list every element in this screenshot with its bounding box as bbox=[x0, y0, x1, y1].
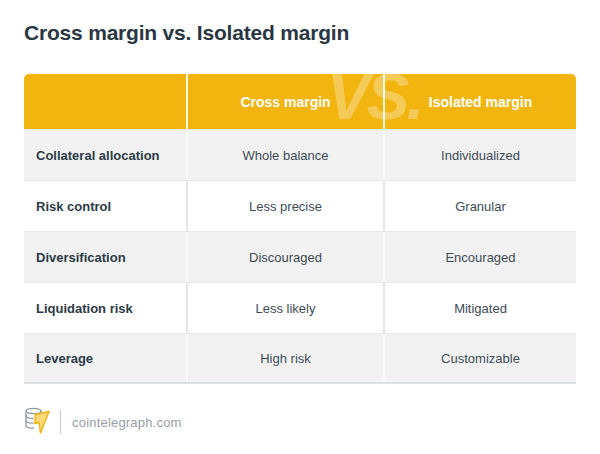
row-label: Risk control bbox=[24, 181, 186, 231]
cross-margin-cell: High risk bbox=[186, 334, 383, 382]
row-label: Collateral allocation bbox=[24, 130, 186, 180]
isolated-margin-cell: Granular bbox=[383, 181, 576, 231]
row-label: Liquidation risk bbox=[24, 283, 186, 333]
cross-margin-cell: Whole balance bbox=[186, 130, 383, 180]
table-row: Risk control Less precise Granular bbox=[24, 180, 576, 231]
cross-margin-cell: Discouraged bbox=[186, 232, 383, 282]
infographic-page: Cross margin vs. Isolated margin VS. Cro… bbox=[0, 0, 600, 454]
table-row: Leverage High risk Customizable bbox=[24, 333, 576, 384]
cross-margin-cell: Less likely bbox=[186, 283, 383, 333]
table-row: Diversification Discouraged Encouraged bbox=[24, 231, 576, 282]
isolated-margin-cell: Mitigated bbox=[383, 283, 576, 333]
isolated-margin-cell: Customizable bbox=[383, 334, 576, 382]
isolated-margin-cell: Individualized bbox=[383, 130, 576, 180]
comparison-table: VS. Cross margin Isolated margin Collate… bbox=[24, 74, 576, 384]
footer-divider bbox=[60, 410, 61, 434]
footer-site-label: cointelegraph.com bbox=[72, 415, 182, 430]
table-header-row: VS. Cross margin Isolated margin bbox=[24, 74, 576, 129]
footer: cointelegraph.com bbox=[24, 407, 182, 437]
cross-margin-cell: Less precise bbox=[186, 181, 383, 231]
header-cell-empty bbox=[24, 74, 186, 129]
header-cell-cross-margin: Cross margin bbox=[186, 74, 383, 129]
cointelegraph-coin-stack-bolt-icon bbox=[24, 406, 50, 438]
table-row: Liquidation risk Less likely Mitigated bbox=[24, 282, 576, 333]
header-cell-isolated-margin: Isolated margin bbox=[383, 74, 576, 129]
table-row: Collateral allocation Whole balance Indi… bbox=[24, 129, 576, 180]
page-title: Cross margin vs. Isolated margin bbox=[24, 21, 349, 45]
row-label: Leverage bbox=[24, 334, 186, 382]
row-label: Diversification bbox=[24, 232, 186, 282]
isolated-margin-cell: Encouraged bbox=[383, 232, 576, 282]
